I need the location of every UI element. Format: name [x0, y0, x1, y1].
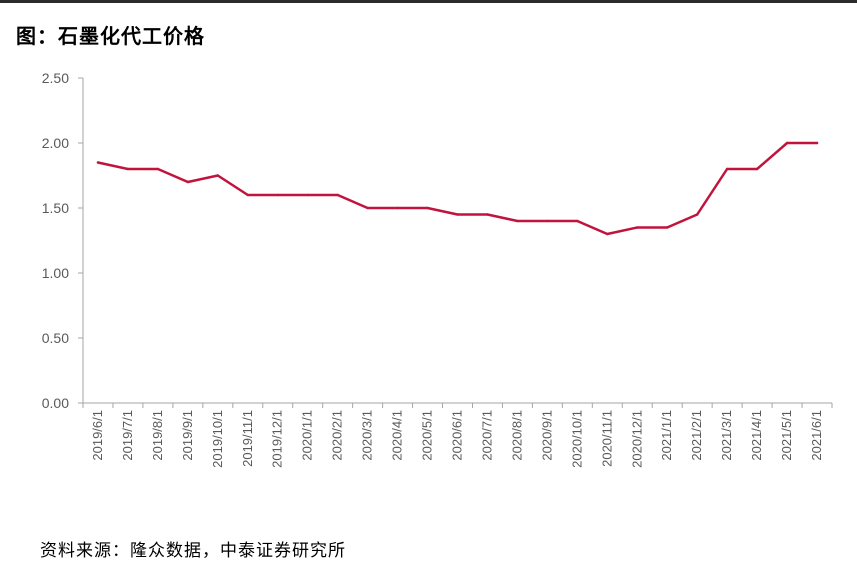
data-point — [695, 213, 699, 216]
x-tick-label: 2021/1/1 — [659, 410, 674, 461]
x-tick-label: 2020/5/1 — [420, 410, 435, 461]
x-tick-label: 2019/7/1 — [120, 410, 135, 461]
data-point — [666, 226, 669, 229]
data-point — [516, 219, 519, 223]
data-point — [426, 206, 429, 210]
x-tick-label: 2019/11/1 — [240, 410, 255, 467]
x-tick-label: 2020/10/1 — [569, 410, 584, 468]
data-point — [546, 219, 549, 223]
data-point — [156, 167, 160, 171]
x-tick-label: 2019/12/1 — [270, 410, 285, 468]
series-line — [96, 141, 819, 236]
series-group — [96, 141, 819, 236]
data-point — [785, 141, 789, 145]
y-tick-label: 2.50 — [42, 70, 69, 86]
x-tick-label: 2019/10/1 — [210, 410, 225, 468]
data-point — [396, 206, 399, 210]
x-tick-label: 2021/3/1 — [719, 410, 734, 461]
data-point — [815, 141, 819, 145]
x-tick-label: 2020/7/1 — [479, 410, 494, 461]
data-point — [755, 167, 759, 171]
data-point — [366, 206, 369, 210]
x-tick-label: 2021/5/1 — [779, 410, 794, 461]
x-tick-label: 2021/6/1 — [809, 410, 824, 461]
x-tick-label: 2021/2/1 — [689, 410, 704, 461]
x-tick-label: 2020/8/1 — [509, 410, 524, 461]
x-tick-label: 2020/12/1 — [629, 410, 644, 468]
x-tick-label: 2019/9/1 — [180, 410, 195, 461]
x-tick-label: 2020/11/1 — [599, 410, 614, 467]
data-point — [576, 219, 579, 223]
data-point — [306, 193, 309, 197]
data-point — [486, 213, 489, 216]
data-point — [725, 167, 729, 171]
x-tick-label: 2020/9/1 — [539, 410, 554, 461]
x-tick-label: 2020/2/1 — [330, 410, 345, 461]
x-tick-label: 2019/6/1 — [90, 410, 105, 461]
y-tick-label: 1.00 — [42, 265, 69, 281]
x-tick-label: 2021/4/1 — [749, 410, 764, 461]
x-tick-label: 2020/1/1 — [300, 410, 315, 461]
x-tick-label: 2020/6/1 — [450, 410, 465, 461]
x-tick-label: 2019/8/1 — [150, 410, 165, 461]
line-chart: 0.00 0.50 1.00 1.50 2.00 2.50 2019/6/1 2019/7/… — [42, 70, 833, 468]
data-point — [246, 193, 249, 197]
data-point — [186, 180, 190, 184]
data-point — [456, 213, 459, 216]
data-point — [336, 193, 339, 197]
y-tick-label: 0.00 — [42, 395, 69, 411]
data-point — [636, 226, 639, 229]
y-tick-label: 2.00 — [42, 135, 69, 151]
data-point — [126, 167, 130, 171]
y-tick-label: 1.50 — [42, 200, 69, 216]
x-tick-label: 2020/4/1 — [390, 410, 405, 461]
data-point — [276, 193, 279, 197]
y-tick-label: 0.50 — [42, 330, 69, 346]
source-note: 资料来源：隆众数据，中泰证券研究所 — [40, 541, 346, 561]
data-point — [216, 174, 220, 177]
x-axis: 2019/6/1 2019/7/1 2019/8/1 2019/9/1 2019/10/… — [82, 402, 833, 468]
figure-title: 图：石墨化代工价格 — [16, 24, 205, 48]
top-rule — [0, 0, 857, 3]
y-axis: 0.00 0.50 1.00 1.50 2.00 2.50 — [42, 70, 84, 411]
data-point — [606, 232, 609, 236]
data-point — [96, 161, 100, 164]
x-tick-label: 2020/3/1 — [360, 410, 375, 461]
